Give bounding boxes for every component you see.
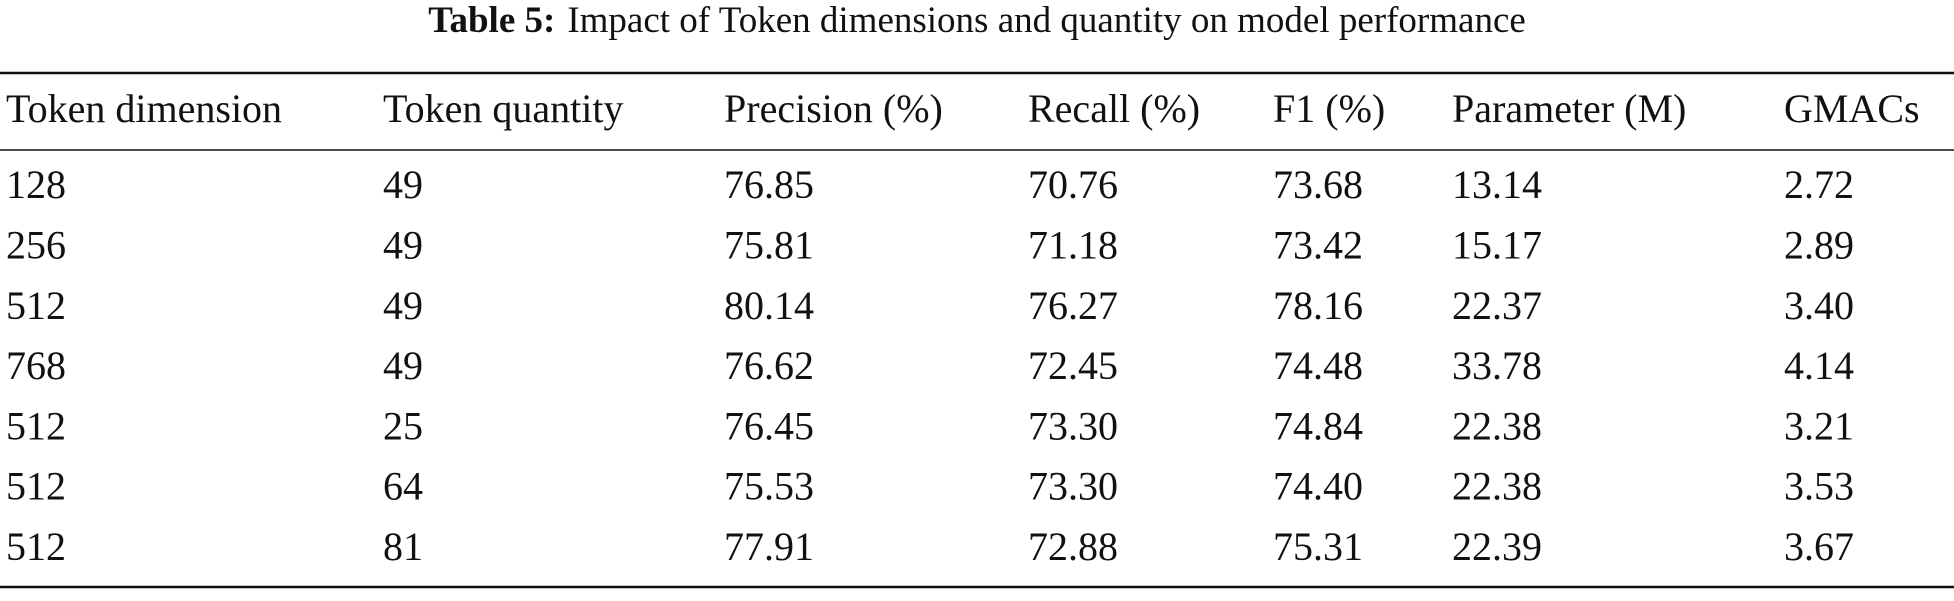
table-cell: 49 — [383, 162, 423, 207]
table-cell: 512 — [6, 524, 66, 569]
table-cell: 76.27 — [1028, 283, 1118, 328]
table-cell: 25 — [383, 403, 423, 448]
table-cell: 22.39 — [1452, 524, 1542, 569]
table-cell: 512 — [6, 464, 66, 509]
table-cell: 73.68 — [1273, 162, 1363, 207]
table-cell: 72.45 — [1028, 343, 1118, 388]
table-cell: 73.30 — [1028, 403, 1118, 448]
table-cell: 49 — [383, 222, 423, 267]
table-cell: 33.78 — [1452, 343, 1542, 388]
caption-text: Impact of Token dimensions and quantity … — [567, 0, 1525, 41]
table-cell: 75.53 — [724, 464, 814, 509]
table-cell: 73.30 — [1028, 464, 1118, 509]
header-cell: F1 (%) — [1273, 86, 1385, 131]
table-cell: 64 — [383, 464, 423, 509]
table-cell: 70.76 — [1028, 162, 1118, 207]
table-cell: 71.18 — [1028, 222, 1118, 267]
table-cell: 49 — [383, 283, 423, 328]
caption-label: Table 5: — [428, 0, 555, 41]
table-cell: 13.14 — [1452, 162, 1542, 207]
table-caption: Table 5: Impact of Token dimensions and q… — [428, 0, 1526, 41]
table-cell: 76.85 — [724, 162, 814, 207]
table-cell: 76.45 — [724, 403, 814, 448]
table-cell: 22.37 — [1452, 283, 1542, 328]
table-cell: 22.38 — [1452, 403, 1542, 448]
header-cell: Parameter (M) — [1452, 86, 1686, 131]
table-cell: 72.88 — [1028, 524, 1118, 569]
table-cell: 73.42 — [1273, 222, 1363, 267]
table-cell: 3.67 — [1784, 524, 1854, 569]
table-cell: 78.16 — [1273, 283, 1363, 328]
table-cell: 74.40 — [1273, 464, 1363, 509]
header-cell: Precision (%) — [724, 86, 943, 131]
table-cell: 75.81 — [724, 222, 814, 267]
table-cell: 75.31 — [1273, 524, 1363, 569]
header-cell: Recall (%) — [1028, 86, 1200, 131]
table-cell: 4.14 — [1784, 343, 1854, 388]
header-cell: Token dimension — [6, 86, 282, 131]
table-cell: 128 — [6, 162, 66, 207]
header-cell: Token quantity — [383, 86, 624, 131]
table-cell: 74.48 — [1273, 343, 1363, 388]
table-cell: 3.53 — [1784, 464, 1854, 509]
table-cell: 77.91 — [724, 524, 814, 569]
table-cell: 3.40 — [1784, 283, 1854, 328]
table-cell: 15.17 — [1452, 222, 1542, 267]
table-cell: 256 — [6, 222, 66, 267]
table-cell: 49 — [383, 343, 423, 388]
table-cell: 512 — [6, 283, 66, 328]
table-cell: 74.84 — [1273, 403, 1363, 448]
table-cell: 512 — [6, 403, 66, 448]
table-cell: 768 — [6, 343, 66, 388]
table-cell: 22.38 — [1452, 464, 1542, 509]
table-cell: 3.21 — [1784, 403, 1854, 448]
table-cell: 76.62 — [724, 343, 814, 388]
table-cell: 81 — [383, 524, 423, 569]
table-cell: 2.89 — [1784, 222, 1854, 267]
header-cell: GMACs — [1784, 86, 1920, 131]
table-cell: 2.72 — [1784, 162, 1854, 207]
table-cell: 80.14 — [724, 283, 814, 328]
